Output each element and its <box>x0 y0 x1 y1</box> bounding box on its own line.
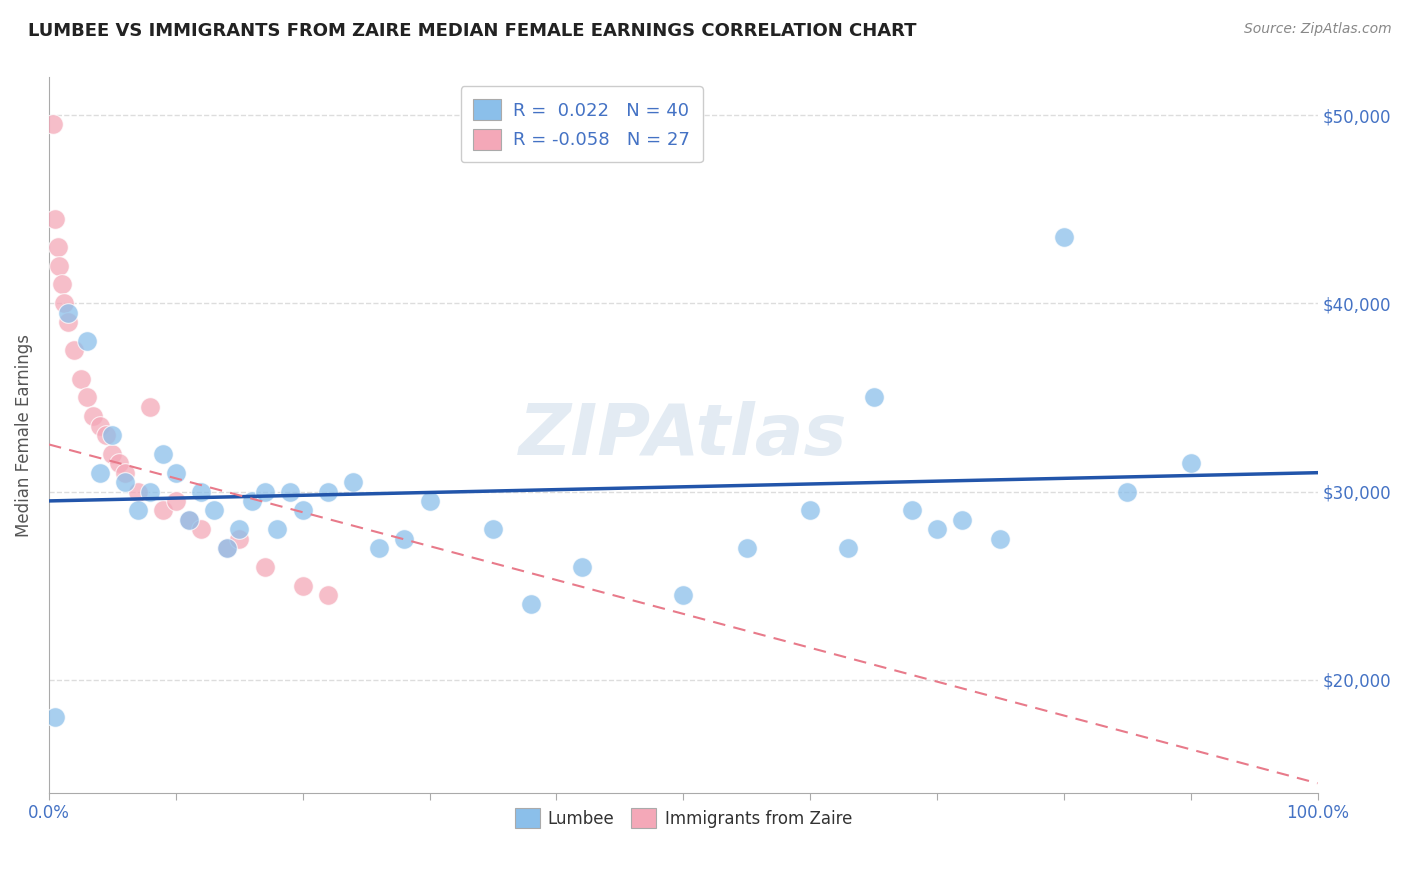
Point <box>69 371 91 385</box>
Point <box>46 240 69 254</box>
Point <box>127 503 149 517</box>
Point <box>278 484 301 499</box>
Point <box>520 598 543 612</box>
Point <box>215 541 238 555</box>
Point <box>48 259 70 273</box>
Point <box>190 522 212 536</box>
Point <box>240 494 263 508</box>
Point <box>190 484 212 499</box>
Point <box>316 588 339 602</box>
Point <box>367 541 389 555</box>
Point <box>56 315 79 329</box>
Legend: Lumbee, Immigrants from Zaire: Lumbee, Immigrants from Zaire <box>508 802 859 834</box>
Point <box>114 466 136 480</box>
Point <box>152 447 174 461</box>
Point <box>950 513 973 527</box>
Point <box>925 522 948 536</box>
Point <box>56 306 79 320</box>
Point <box>253 484 276 499</box>
Point <box>228 522 250 536</box>
Point <box>837 541 859 555</box>
Point <box>228 532 250 546</box>
Point <box>127 484 149 499</box>
Point <box>101 447 124 461</box>
Point <box>152 503 174 517</box>
Point <box>735 541 758 555</box>
Point <box>63 343 86 358</box>
Point <box>990 532 1012 546</box>
Point <box>101 428 124 442</box>
Point <box>266 522 288 536</box>
Point <box>94 428 117 442</box>
Text: Source: ZipAtlas.com: Source: ZipAtlas.com <box>1244 22 1392 37</box>
Point <box>316 484 339 499</box>
Point <box>89 466 111 480</box>
Point <box>571 559 593 574</box>
Point <box>900 503 922 517</box>
Point <box>107 456 129 470</box>
Point <box>51 277 73 292</box>
Text: ZIPAtlas: ZIPAtlas <box>519 401 848 469</box>
Point <box>42 118 65 132</box>
Point <box>177 513 200 527</box>
Point <box>165 494 187 508</box>
Point <box>342 475 364 489</box>
Y-axis label: Median Female Earnings: Median Female Earnings <box>15 334 32 537</box>
Point <box>44 211 66 226</box>
Point <box>76 391 98 405</box>
Point <box>1053 230 1076 244</box>
Point <box>114 475 136 489</box>
Point <box>139 484 162 499</box>
Point <box>253 559 276 574</box>
Point <box>139 400 162 414</box>
Point <box>82 409 104 424</box>
Point <box>419 494 441 508</box>
Point <box>482 522 505 536</box>
Point <box>672 588 695 602</box>
Point <box>215 541 238 555</box>
Point <box>291 579 314 593</box>
Point <box>862 391 884 405</box>
Point <box>799 503 821 517</box>
Point <box>76 334 98 348</box>
Point <box>392 532 415 546</box>
Point <box>291 503 314 517</box>
Point <box>89 418 111 433</box>
Point <box>1180 456 1202 470</box>
Text: LUMBEE VS IMMIGRANTS FROM ZAIRE MEDIAN FEMALE EARNINGS CORRELATION CHART: LUMBEE VS IMMIGRANTS FROM ZAIRE MEDIAN F… <box>28 22 917 40</box>
Point <box>165 466 187 480</box>
Point <box>202 503 225 517</box>
Point <box>1116 484 1139 499</box>
Point <box>44 710 66 724</box>
Point <box>177 513 200 527</box>
Point <box>53 296 76 310</box>
